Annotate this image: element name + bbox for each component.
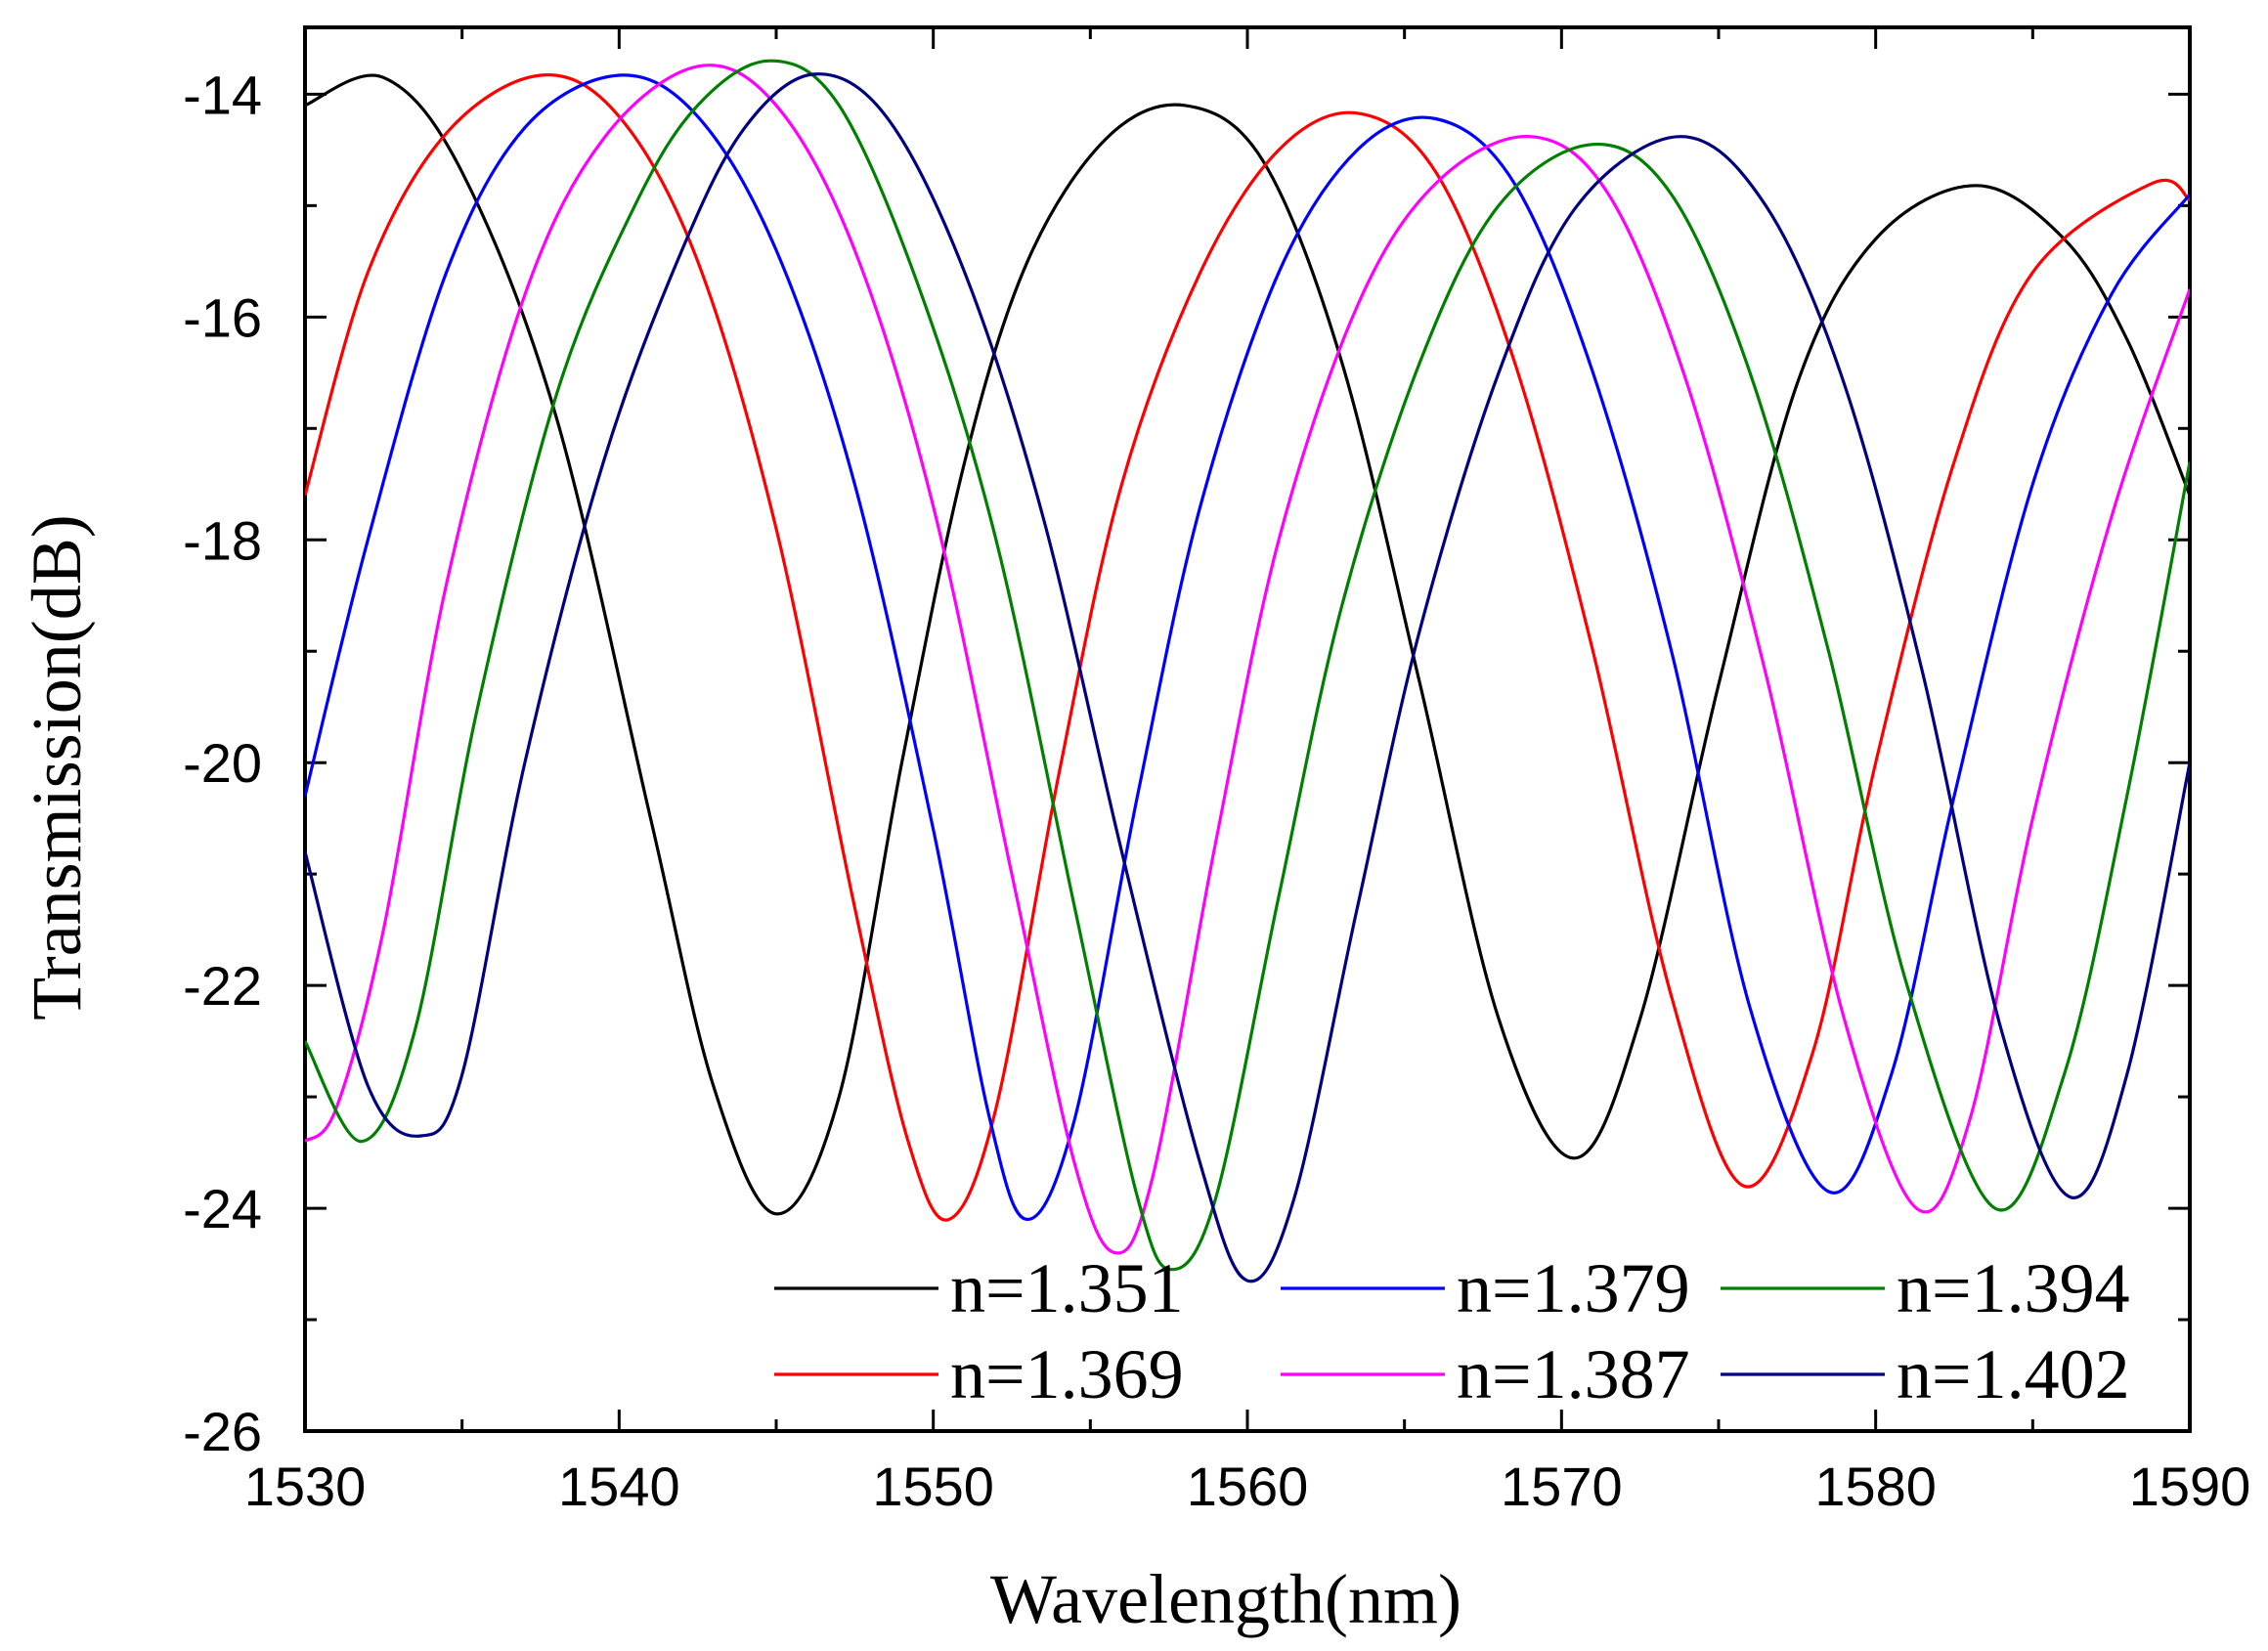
series-line — [305, 73, 2190, 1216]
y-tick-label: -22 — [183, 955, 262, 1017]
legend-label: n=1.369 — [950, 1335, 1184, 1413]
series-line — [305, 59, 2190, 1272]
y-tick-label: -20 — [183, 732, 262, 794]
x-tick-label: 1550 — [872, 1455, 994, 1517]
y-tick-label: -24 — [183, 1178, 262, 1239]
legend-label: n=1.351 — [950, 1249, 1184, 1327]
series-line — [305, 73, 2190, 1222]
y-tick-labels: -14 -16 -18 -20 -22 -24 -26 — [183, 64, 262, 1462]
x-tick-label: 1530 — [244, 1455, 367, 1517]
y-axis-title: Transmission(dB) — [18, 514, 96, 1020]
x-tick-labels: 1530 1540 1550 1560 1570 1580 1590 — [244, 1455, 2251, 1517]
series-lines — [305, 59, 2190, 1283]
series-line — [305, 72, 2190, 1283]
x-axis-title: Wavelength(nm) — [990, 1560, 1461, 1638]
x-tick-label: 1540 — [558, 1455, 680, 1517]
series-line — [305, 73, 2190, 1222]
plot-frame — [303, 25, 2192, 1433]
y-tick-label: -18 — [183, 509, 262, 571]
legend-label: n=1.394 — [1897, 1249, 2130, 1327]
y-tick-label: -26 — [183, 1401, 262, 1462]
series-line — [305, 64, 2190, 1255]
axis-ticks — [303, 27, 2192, 1433]
y-tick-label: -14 — [183, 64, 262, 125]
legend: n=1.351 n=1.369 n=1.379 n=1.387 n=1.394 n=1.4… — [774, 1249, 2130, 1413]
legend-label: n=1.402 — [1897, 1335, 2130, 1413]
x-tick-label: 1590 — [2129, 1455, 2251, 1517]
x-tick-label: 1570 — [1501, 1455, 1623, 1517]
y-tick-label: -16 — [183, 286, 262, 348]
legend-label: n=1.387 — [1457, 1335, 1690, 1413]
x-tick-label: 1580 — [1814, 1455, 1937, 1517]
legend-label: n=1.379 — [1457, 1249, 1690, 1327]
x-tick-label: 1560 — [1187, 1455, 1309, 1517]
